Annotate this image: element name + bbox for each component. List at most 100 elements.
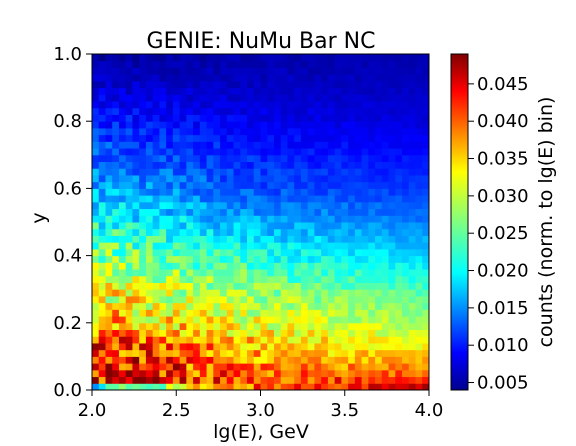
heatmap-cell <box>294 134 302 142</box>
heatmap-cell <box>172 181 181 189</box>
heatmap-cell <box>132 342 140 351</box>
heatmap-cell <box>145 121 154 129</box>
heatmap-cell <box>415 282 423 290</box>
heatmap-cell <box>280 289 288 297</box>
x-tick-label: 3.5 <box>330 400 359 421</box>
heatmap-cell <box>226 161 235 169</box>
heatmap-cell <box>341 275 349 283</box>
heatmap-cell <box>300 134 309 142</box>
heatmap-cell <box>132 275 140 283</box>
heatmap-cell <box>368 54 376 62</box>
heatmap-cell <box>422 94 430 102</box>
y-tick-label: 0.2 <box>53 313 82 334</box>
heatmap-cell <box>402 54 410 62</box>
heatmap-cell <box>220 148 228 156</box>
heatmap-cell <box>132 134 140 142</box>
heatmap-cell <box>334 148 342 156</box>
heatmap-cell <box>314 282 322 290</box>
heatmap-cell <box>98 201 106 210</box>
heatmap-cell <box>240 322 248 331</box>
heatmap-cell <box>422 369 430 378</box>
heatmap-cell <box>368 80 376 89</box>
heatmap-cell <box>321 255 329 263</box>
heatmap-cell <box>199 154 208 163</box>
heatmap-cell <box>112 80 120 89</box>
heatmap-cell <box>206 54 214 62</box>
heatmap-cell <box>152 127 160 136</box>
heatmap-cell <box>348 168 356 176</box>
heatmap-cell <box>186 369 194 378</box>
heatmap-cell <box>226 383 235 391</box>
heatmap-cell <box>321 141 329 149</box>
heatmap-cell <box>408 329 417 337</box>
heatmap-cell <box>267 275 275 283</box>
heatmap-cell <box>145 336 154 344</box>
heatmap-cell <box>415 161 423 169</box>
heatmap-cell <box>193 181 201 189</box>
heatmap-cell <box>368 67 376 75</box>
heatmap-cell <box>341 208 349 216</box>
heatmap-cell <box>199 208 208 216</box>
heatmap-cell <box>348 181 356 189</box>
heatmap-cell <box>159 107 167 115</box>
heatmap-cell <box>361 134 369 142</box>
heatmap-cell <box>199 94 208 102</box>
heatmap-cell <box>368 101 376 109</box>
heatmap-cell <box>145 295 154 304</box>
heatmap-cell <box>92 369 100 378</box>
heatmap-cell <box>118 356 127 364</box>
heatmap-cell <box>226 316 235 324</box>
heatmap-cell <box>341 329 349 337</box>
heatmap-cell <box>260 201 268 210</box>
heatmap-cell <box>179 101 187 109</box>
heatmap-cell <box>118 134 127 142</box>
heatmap-cell <box>240 215 248 223</box>
heatmap-cell <box>280 114 288 122</box>
heatmap-cell <box>375 282 383 290</box>
heatmap-cell <box>307 336 315 344</box>
heatmap-cell <box>179 168 187 176</box>
heatmap-cell <box>267 222 275 230</box>
heatmap-cell <box>348 349 356 357</box>
heatmap-cell <box>233 376 241 384</box>
heatmap-cell <box>402 134 410 142</box>
heatmap-cell <box>368 228 376 236</box>
heatmap-cell <box>280 201 288 210</box>
heatmap-cell <box>132 127 140 136</box>
heatmap-cell <box>294 235 302 243</box>
heatmap-cell <box>408 215 417 223</box>
heatmap-cell <box>314 114 322 122</box>
heatmap-cell <box>294 161 302 169</box>
heatmap-cell <box>395 168 403 176</box>
heatmap-cell <box>395 282 403 290</box>
heatmap-cell <box>300 67 309 75</box>
heatmap-cell <box>172 275 181 283</box>
heatmap-cell <box>334 248 342 257</box>
heatmap-cell <box>307 383 315 391</box>
heatmap-cell <box>368 161 376 169</box>
heatmap-cell <box>294 208 302 216</box>
heatmap-cell <box>354 168 363 176</box>
heatmap-cell <box>348 94 356 102</box>
heatmap-cell <box>132 222 140 230</box>
heatmap-cell <box>415 107 423 115</box>
heatmap-cell <box>166 255 174 263</box>
heatmap-cell <box>132 309 140 317</box>
heatmap-cell <box>105 215 113 223</box>
heatmap-cell <box>193 107 201 115</box>
heatmap-cell <box>145 302 154 310</box>
heatmap-cell <box>253 215 261 223</box>
heatmap-cell <box>186 356 194 364</box>
heatmap-cell <box>381 208 390 216</box>
heatmap-cell <box>92 114 100 122</box>
heatmap-cell <box>166 356 174 364</box>
heatmap-cell <box>186 222 194 230</box>
heatmap-cell <box>300 141 309 149</box>
heatmap-cell <box>321 262 329 270</box>
heatmap-cell <box>327 322 336 331</box>
heatmap-cell <box>159 215 167 223</box>
heatmap-cell <box>395 74 403 82</box>
heatmap-cell <box>348 228 356 236</box>
heatmap-cell <box>98 80 106 89</box>
heatmap-cell <box>139 248 147 257</box>
